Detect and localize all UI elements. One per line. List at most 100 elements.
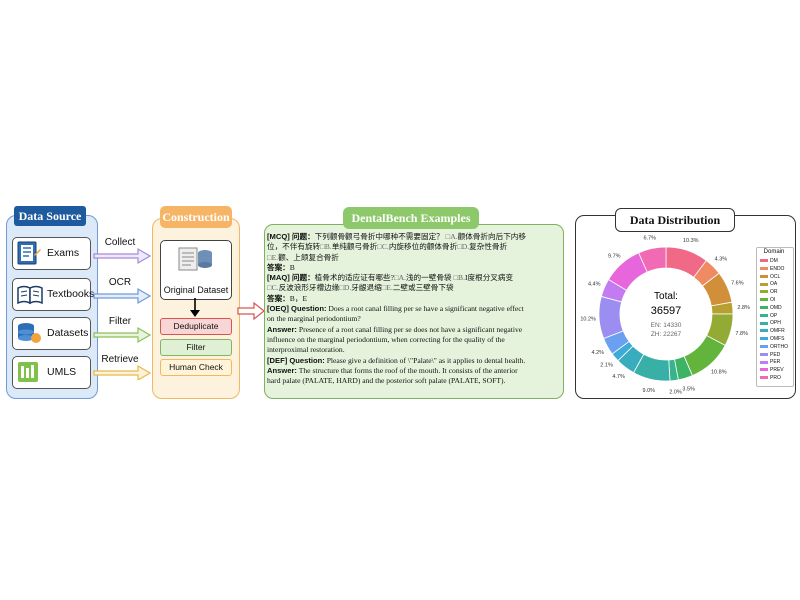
legend-label: DM (770, 258, 778, 264)
slice-percent-label: 2.1% (600, 363, 613, 369)
option-text: 反波浪形牙槽边缘 (278, 283, 340, 293)
legend-item-oi: OI (760, 297, 775, 304)
option-text: 牙龈退缩 (351, 283, 382, 293)
legend-swatch (760, 282, 768, 286)
ocr-label: OCR (108, 277, 132, 288)
filter-step: Filter (160, 339, 232, 356)
donut-slice-ped (598, 295, 624, 340)
legend-item-ped: PED (760, 352, 780, 359)
legend-label: OI (770, 297, 776, 303)
slice-percent-label: 10.8% (711, 369, 727, 375)
source-arrows (93, 247, 152, 380)
legend-item-omd: OMD (760, 305, 782, 312)
answer-label: Answer: (267, 365, 297, 375)
slice-percent-label: 7.6% (731, 280, 744, 286)
slice-percent-label: 7.8% (735, 331, 748, 337)
legend-swatch (760, 329, 768, 333)
slice-percent-label: 4.4% (588, 281, 601, 287)
source-label: Textbooks (47, 288, 95, 300)
maq-question: 植骨术的适应证有哪些? (314, 273, 394, 283)
umls-book-icon (18, 362, 38, 382)
legend-swatch (760, 259, 768, 263)
option-text: 二壁或三壁骨下袋 (392, 283, 454, 293)
legend-swatch (760, 337, 768, 341)
legend-swatch (760, 368, 768, 372)
retrieve-arrow (93, 364, 152, 380)
data-distribution-title: Data Distribution (615, 208, 735, 232)
legend-item-ocl: OCL (760, 274, 780, 281)
exam-paper-icon (17, 241, 41, 265)
legend-label: PRO (770, 375, 781, 381)
retrieve-label: Retrieve (101, 354, 139, 365)
option-text: I度根分叉病变 (465, 273, 514, 283)
source-textbooks: Textbooks (12, 278, 95, 311)
legend-swatch (760, 376, 768, 380)
maq-answer: B，E (289, 293, 308, 303)
legend-item-pro: PRO (760, 375, 781, 382)
legend-item-oph: OPH (760, 320, 781, 327)
option-text: 内旋移位的颧体骨折 (388, 242, 458, 252)
option-mark: □D. (457, 242, 470, 252)
human-check-step: Human Check (160, 359, 232, 376)
def-answer: hard palate (PALATE, HARD) and the poste… (267, 376, 506, 386)
def-answer: The structure that forms the roof of the… (298, 365, 518, 375)
option-mark: □E. (267, 252, 279, 262)
option-mark: □A. (393, 273, 406, 283)
legend-item-endo: ENDO (760, 266, 784, 273)
oeq-tag: [OEQ] Question: (267, 304, 327, 314)
answer-label: Answer: (267, 324, 297, 334)
slice-percent-label: 10.3% (683, 238, 699, 244)
oeq-answer: Presence of a root canal filling per se … (298, 324, 523, 334)
source-label: Datasets (47, 327, 89, 339)
legend-label: OA (770, 281, 778, 288)
option-text: 单纯颧弓骨折 (331, 242, 378, 252)
legend-item-omfs: OMFS (760, 336, 784, 343)
answer-label: 答案： (267, 262, 290, 272)
option-mark: □B. (320, 242, 332, 252)
legend-swatch (760, 321, 768, 325)
legend-label: OMFS (770, 336, 785, 342)
source-label: UMLS (47, 366, 77, 378)
filter-label: Filter (108, 316, 132, 327)
legend-item-or: OR (760, 289, 778, 296)
legend-item-dm: DM (760, 258, 778, 265)
option-mark: □C. (377, 242, 389, 252)
deduplicate-step: Deduplicate (160, 318, 232, 335)
original-dataset-label: Original Dataset (163, 285, 229, 295)
option-text: 颧体骨折向后下内移 (457, 232, 526, 241)
legend-swatch (760, 290, 768, 294)
zh-count: ZH: 22267 (651, 331, 682, 338)
oeq-question: on the marginal periodontium? (267, 314, 361, 324)
option-text: 浅的一壁骨袋 (405, 273, 452, 283)
option-mark: □D. (339, 283, 352, 293)
donut-slice-pro (638, 246, 667, 273)
total-label: Total: (654, 291, 678, 302)
data-source-title: Data Source (14, 206, 86, 226)
legend-item-omfr: OMFR (760, 328, 785, 335)
donut-chart: 10.3% 4.3% 7.6% 2.8% 7.8% 10.8% 3.5%2.0% 9.0% 4.… (580, 236, 750, 396)
dataset-files-icon (178, 247, 212, 271)
legend-label: OMFR (770, 328, 785, 335)
def-question: Please give a definition of \"Palate\" a… (326, 355, 526, 365)
slice-percent-label: 9.0% (642, 388, 655, 394)
original-dataset-box (160, 240, 232, 300)
dentalbench-examples: [MCQ] 问题：下列颧骨颧弓骨折中哪种不需要固定？ □A.颧体骨折向后下内移 … (267, 232, 561, 386)
legend-label: OR (770, 289, 778, 296)
database-icon (18, 323, 41, 343)
filter-arrow (93, 326, 152, 344)
legend-swatch (760, 305, 768, 309)
legend-item-op: OP (760, 313, 777, 320)
legend-label: OP (770, 312, 778, 319)
slice-percent-label: 2.8% (737, 305, 750, 311)
legend-item-per: PER (760, 359, 780, 366)
oeq-question: Does a root canal filling per se have a … (328, 304, 524, 314)
construction-title: Construction (160, 206, 232, 228)
construction-to-examples-arrow (237, 301, 265, 321)
legend-item-ortho: ORTHO (760, 344, 788, 351)
slice-percent-label: 10.2% (580, 316, 596, 322)
collect-label: Collect (104, 237, 136, 248)
slice-percent-label: 4.3% (715, 257, 728, 263)
legend-swatch (760, 274, 768, 278)
slice-percent-label: 4.7% (612, 374, 625, 380)
legend-item-oa: OA (760, 281, 777, 288)
